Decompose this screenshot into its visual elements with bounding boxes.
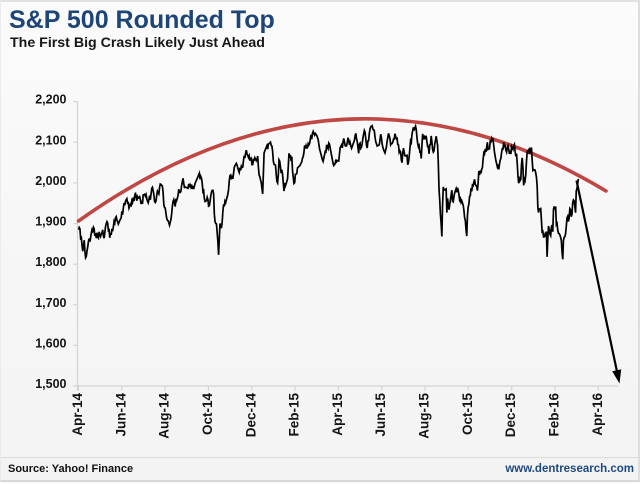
svg-text:Oct-15: Oct-15 [460,393,475,436]
svg-text:2,200: 2,200 [35,93,66,107]
svg-text:1,800: 1,800 [35,255,66,269]
svg-text:1,500: 1,500 [35,377,66,391]
svg-text:1,600: 1,600 [35,336,66,350]
svg-text:Jun-15: Jun-15 [373,393,388,437]
svg-text:Apr-14: Apr-14 [70,393,85,436]
svg-text:Feb-16: Feb-16 [547,393,562,437]
svg-text:Dec-14: Dec-14 [243,393,258,438]
svg-text:Aug-15: Aug-15 [417,393,432,439]
svg-text:2,100: 2,100 [35,133,66,147]
svg-text:Aug-14: Aug-14 [157,393,172,439]
svg-text:Jun-14: Jun-14 [113,393,128,437]
svg-text:Feb-15: Feb-15 [287,393,302,437]
svg-text:Oct-14: Oct-14 [200,393,215,436]
svg-text:Apr-16: Apr-16 [590,393,605,436]
svg-text:Apr-15: Apr-15 [330,393,345,436]
svg-text:1,900: 1,900 [35,215,66,229]
svg-text:Dec-15: Dec-15 [503,393,518,438]
svg-text:2,000: 2,000 [35,174,66,188]
svg-text:1,700: 1,700 [35,296,66,310]
